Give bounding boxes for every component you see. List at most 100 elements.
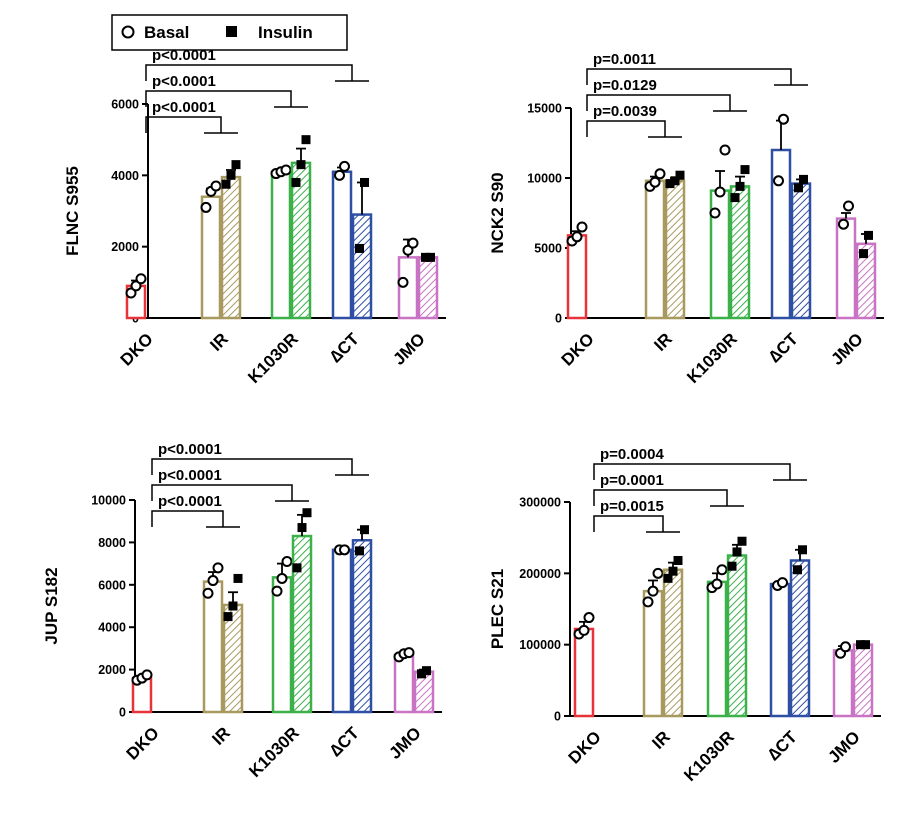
bar-basal: [393, 653, 415, 714]
p-value-label: p=0.0015: [600, 498, 664, 515]
data-point-basal: [407, 237, 419, 249]
significance-bracket: [593, 489, 744, 507]
bar-basal: [271, 576, 293, 714]
p-value-label: p<0.0001: [152, 99, 216, 116]
bar-basal: [832, 649, 854, 718]
data-point-insulin: [675, 170, 685, 180]
data-point-insulin: [673, 555, 683, 565]
y-tick-label: 200000: [519, 567, 561, 581]
y-tick-label: 100000: [519, 638, 561, 652]
data-point-insulin: [301, 135, 311, 145]
data-point-insulin: [665, 179, 675, 189]
bar-insulin: [220, 175, 242, 320]
y-axis-title: NCK2 S90: [488, 172, 507, 253]
data-point-basal: [280, 164, 292, 176]
data-point-insulin: [798, 545, 807, 555]
data-point-basal: [777, 577, 788, 589]
data-point-basal: [840, 641, 851, 653]
data-point-basal: [642, 596, 654, 608]
data-point-insulin: [233, 573, 243, 583]
significance-bracket: [145, 116, 238, 134]
y-tick-label: 300000: [519, 496, 561, 510]
chart-panel-bottom-left: 0 2000 4000 6000 8000 10000 JUP S182 DKO IR K1030…: [42, 441, 442, 781]
category-label: ∆CT: [765, 329, 802, 366]
data-point-insulin: [740, 165, 750, 175]
category-label: IR: [208, 723, 233, 748]
bar-basal: [706, 580, 728, 718]
significance-bracket: [145, 90, 308, 108]
category-label: DKO: [558, 329, 598, 369]
data-point-basal: [402, 244, 414, 256]
data-point-insulin: [864, 230, 873, 240]
category-label: IR: [650, 329, 675, 354]
category-label: K1030R: [245, 723, 303, 781]
chart-panel-top-right: 0 5000 10000 15000 NCK2 S90 DKO IR K1030R ∆CT JMO…: [488, 51, 884, 387]
data-point-insulin: [670, 176, 680, 186]
significance-bracket: [586, 68, 808, 86]
bar-insulin: [417, 256, 439, 320]
legend: Basal Insulin: [111, 14, 348, 51]
data-point-basal: [397, 276, 409, 288]
data-point-insulin: [355, 546, 364, 556]
data-point-insulin: [221, 179, 231, 189]
category-label: DKO: [117, 329, 157, 369]
bar-insulin: [852, 643, 874, 718]
category-label: JMO: [827, 329, 866, 368]
significance-bracket: [593, 463, 807, 481]
data-point-basal: [339, 544, 350, 556]
data-point-basal: [652, 567, 664, 579]
data-point-insulin: [799, 174, 808, 184]
data-point-basal: [576, 221, 588, 233]
data-point-basal: [276, 572, 288, 584]
data-point-basal: [125, 287, 137, 299]
data-point-insulin: [292, 563, 302, 573]
data-point-basal: [711, 578, 723, 590]
significance-bracket: [593, 515, 680, 533]
bar-insulin: [789, 559, 811, 718]
bar-basal: [769, 582, 791, 718]
y-tick-label: 0: [119, 706, 126, 720]
data-point-basal: [271, 585, 283, 597]
data-point-basal: [210, 180, 222, 192]
data-point-insulin: [417, 669, 426, 679]
data-point-basal: [578, 624, 590, 636]
category-label: DKO: [123, 723, 163, 763]
p-value-label: p=0.0001: [600, 472, 664, 489]
data-point-basal: [654, 168, 666, 180]
bar-insulin: [351, 539, 373, 714]
significance-bracket: [151, 510, 240, 528]
data-point-basal: [334, 169, 345, 181]
y-tick-label: 2000: [98, 663, 126, 677]
y-tick-label: 0: [555, 312, 562, 326]
data-point-basal: [773, 175, 784, 187]
data-point-basal: [649, 176, 661, 188]
significance-bracket: [151, 484, 309, 502]
chart-panel-bottom-right: 0 100000 200000 300000 PLEC S21 DKO IR K1030R ∆C…: [488, 446, 881, 785]
data-point-insulin: [422, 666, 431, 676]
data-point-basal: [843, 200, 854, 212]
bar-basal: [835, 217, 857, 320]
bar-insulin: [351, 213, 373, 320]
bar-basal: [642, 589, 664, 718]
bar-basal: [397, 256, 419, 320]
data-point-insulin: [794, 183, 803, 193]
data-point-insulin: [727, 561, 737, 571]
data-point-insulin: [856, 640, 865, 650]
y-axis-title: PLEC S21: [488, 569, 507, 649]
data-point-insulin: [360, 525, 369, 535]
data-point-basal: [714, 186, 726, 198]
data-point-insulin: [231, 160, 241, 170]
data-point-insulin: [296, 160, 306, 170]
y-axis-title: JUP S182: [42, 567, 61, 644]
data-point-basal: [571, 231, 583, 243]
category-label: IR: [648, 727, 673, 752]
data-point-insulin: [735, 181, 745, 191]
data-point-basal: [716, 564, 728, 576]
chart-panel-top-left: 0200040006000FLNC S955DKOIRK1030R∆CTJMOp…: [63, 47, 446, 387]
bar-basal: [331, 170, 353, 320]
y-axis-title: FLNC S955: [63, 166, 82, 256]
data-point-insulin: [228, 601, 238, 611]
bar-basal: [566, 234, 588, 320]
category-label: JMO: [385, 723, 424, 762]
y-tick-label: 4000: [111, 169, 139, 183]
